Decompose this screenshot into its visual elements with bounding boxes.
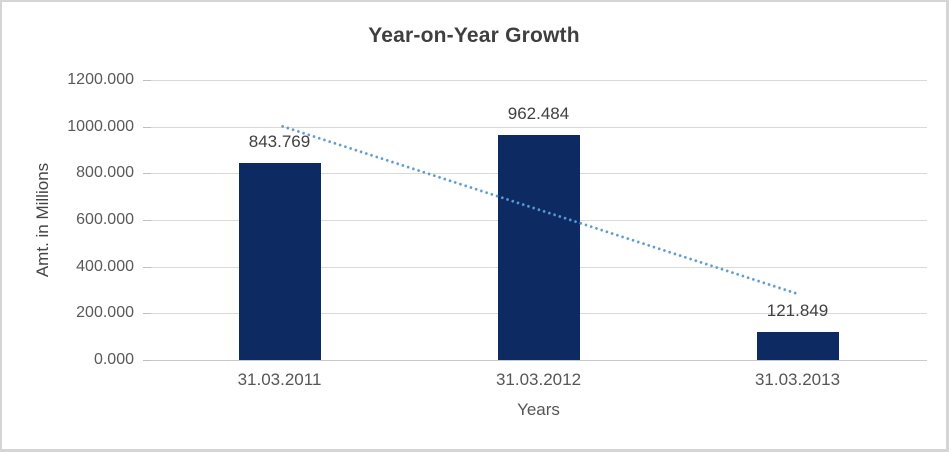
y-tick-label: 200.000 xyxy=(76,304,134,321)
bar xyxy=(497,135,580,360)
bar-value-label: 121.849 xyxy=(766,300,829,320)
y-tick-mark xyxy=(143,80,151,81)
y-tick-mark xyxy=(143,220,151,221)
bar xyxy=(756,331,839,360)
y-tick-label: 800.000 xyxy=(76,164,134,181)
y-tick-label: 400.000 xyxy=(76,258,134,275)
gridline xyxy=(150,80,927,81)
x-category-label: 31.03.2011 xyxy=(237,370,322,389)
y-tick-mark xyxy=(143,313,151,314)
x-category-label: 31.03.2012 xyxy=(495,370,582,389)
y-tick-label: 1000.000 xyxy=(67,118,134,135)
y-tick-mark xyxy=(143,127,151,128)
bar xyxy=(238,163,321,360)
y-tick-label: 600.000 xyxy=(76,211,134,228)
y-tick-mark xyxy=(143,267,151,268)
y-tick-label: 0.000 xyxy=(93,351,134,368)
x-axis-title: Years xyxy=(517,400,560,419)
y-tick-label: 1200.000 xyxy=(67,71,134,88)
y-tick-mark xyxy=(143,360,151,361)
gridline xyxy=(150,127,927,128)
gridline xyxy=(150,360,927,361)
y-tick-mark xyxy=(143,173,151,174)
x-category-label: 31.03.2013 xyxy=(754,370,841,389)
chart-title: Year-on-Year Growth xyxy=(368,24,580,47)
bar-value-label: 962.484 xyxy=(507,104,570,124)
bar-value-label: 843.769 xyxy=(248,132,311,152)
